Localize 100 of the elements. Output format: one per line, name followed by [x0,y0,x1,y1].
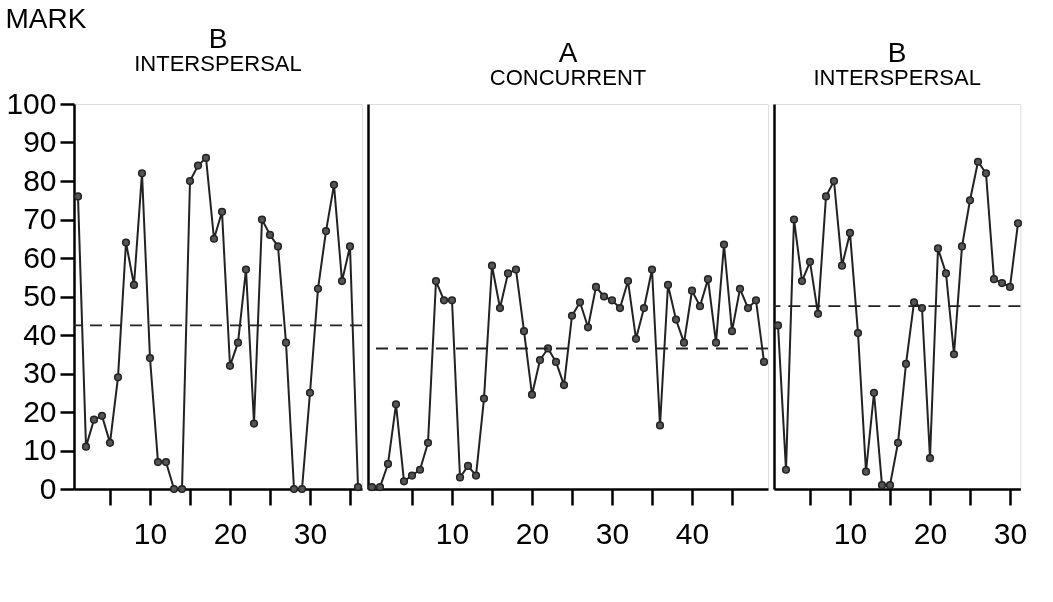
y-axis-title: MARK [5,2,87,34]
point [679,338,689,347]
point [877,481,887,490]
x-tick-label: 20 [213,516,248,550]
y-tick-label: 100 [6,86,57,120]
point [423,438,433,447]
point [439,296,449,305]
point [559,380,569,390]
point [845,228,855,238]
point [265,230,275,239]
point [193,161,203,170]
point [129,280,139,290]
point [487,261,497,270]
point [711,338,721,347]
point [527,390,537,399]
point [551,357,561,367]
point [941,269,951,278]
point [759,357,769,367]
point [233,338,243,347]
point [901,359,911,368]
point [177,484,187,494]
point [837,261,847,270]
point [719,240,729,249]
x-tick-label: 30 [293,516,328,550]
point [917,303,927,313]
point [383,459,393,469]
point [201,153,211,162]
point [217,207,227,216]
point [861,467,871,476]
point [305,388,315,397]
x-tick-label: 10 [133,516,168,550]
point [909,298,919,307]
point [153,457,163,467]
point [623,277,633,286]
point [257,215,267,224]
point [965,196,975,205]
point [751,296,761,305]
point [989,275,999,284]
point [885,481,895,490]
point [519,327,529,336]
point [575,298,585,307]
point [329,180,339,189]
point [105,438,115,447]
y-tick-label: 90 [23,125,57,158]
x-tick-label: 10 [435,516,470,550]
point [113,373,123,382]
point [671,315,681,324]
y-tick-label: 10 [23,433,57,466]
point [687,286,697,295]
point [997,278,1007,288]
point [829,176,839,186]
point [313,284,323,293]
point [535,355,545,365]
point [743,303,753,313]
point [639,303,649,313]
point [89,415,99,424]
point [273,242,283,251]
x-tick-label: 30 [993,516,1028,550]
y-tick-label: 0 [39,471,57,505]
point [567,311,577,320]
point [471,471,481,480]
point [145,354,155,363]
point [169,484,179,494]
point [161,457,171,467]
point [399,477,409,486]
x-tick-label: 30 [595,516,630,550]
y-tick-label: 40 [23,317,57,351]
point [607,296,617,305]
point [121,238,131,247]
point [73,192,83,201]
point [345,242,355,251]
point [375,482,385,492]
point [591,282,601,291]
point [853,328,863,338]
point [225,361,235,370]
point [647,265,657,274]
y-tick-label: 30 [23,356,57,389]
point [137,169,147,178]
point [789,215,799,224]
point [1005,282,1015,291]
y-tick-label: 20 [23,394,57,428]
y-tick-label: 50 [23,279,57,312]
point [297,484,307,494]
point [249,419,259,428]
chart-subtitle: INTERSPERSAL [134,51,302,76]
y-tick-label: 70 [23,202,57,235]
point [209,234,219,243]
point [925,454,935,463]
point [869,388,879,397]
point [407,471,417,480]
point [81,442,91,451]
point [893,438,903,447]
point [973,157,983,166]
point [185,176,195,186]
point [503,269,513,278]
point [813,309,823,318]
point [479,394,489,403]
chart-title: B [208,23,228,54]
point [367,482,377,492]
point [781,465,791,474]
